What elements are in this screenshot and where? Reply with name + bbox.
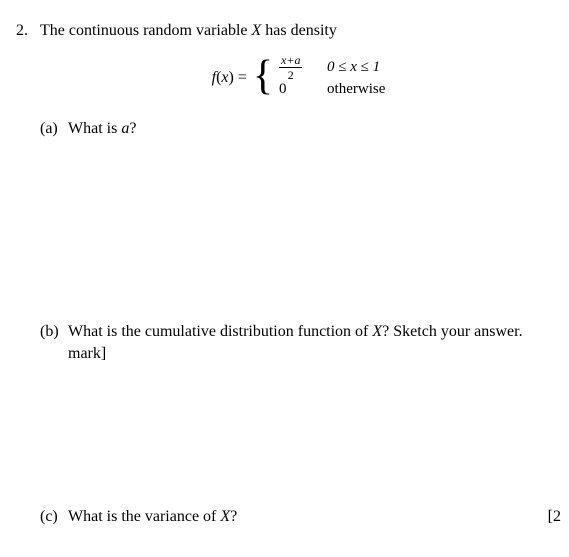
problem-intro: The continuous random variable X has den… bbox=[40, 20, 557, 42]
part-c-body: What is the variance of X? [2 bbox=[68, 506, 557, 528]
part-b-post: ? Sketch your answer. bbox=[382, 323, 522, 340]
eq-lhs: f(x) = bbox=[212, 67, 247, 89]
part-b-line2: mark] bbox=[68, 345, 106, 362]
part-b-pre: What is the cumulative distribution func… bbox=[68, 323, 372, 340]
case-1: x+a 2 0 ≤ x ≤ 1 bbox=[279, 56, 385, 78]
part-b-var: X bbox=[372, 323, 382, 340]
part-c-var: X bbox=[220, 508, 230, 525]
part-a-body: What is a? bbox=[68, 118, 557, 140]
density-equation: f(x) = { x+a 2 0 ≤ x ≤ 1 0 bbox=[40, 56, 557, 100]
answer-space-a bbox=[40, 147, 557, 321]
case2-cond: otherwise bbox=[319, 79, 385, 100]
eq-equals: ) = bbox=[229, 69, 247, 86]
problem-root: 2. The continuous random variable X has … bbox=[16, 20, 557, 534]
part-c-pre: What is the variance of bbox=[68, 508, 220, 525]
part-b: (b) What is the cumulative distribution … bbox=[40, 321, 557, 366]
answer-space-b bbox=[40, 372, 557, 506]
part-c-post: ? bbox=[230, 508, 237, 525]
part-b-body: What is the cumulative distribution func… bbox=[68, 321, 557, 366]
frac-num: x+a bbox=[279, 54, 302, 68]
case2-val: 0 bbox=[279, 79, 319, 100]
eq-x: x bbox=[221, 69, 228, 86]
problem-number: 2. bbox=[16, 20, 40, 534]
part-c: (c) What is the variance of X? [2 bbox=[40, 506, 557, 528]
part-a-post: ? bbox=[129, 120, 136, 137]
case1-cond: 0 ≤ x ≤ 1 bbox=[319, 57, 380, 78]
cases: x+a 2 0 ≤ x ≤ 1 0 otherwise bbox=[279, 56, 385, 100]
part-a: (a) What is a? bbox=[40, 118, 557, 140]
fraction: x+a 2 bbox=[279, 54, 302, 81]
part-a-label: (a) bbox=[40, 118, 68, 140]
part-b-label: (b) bbox=[40, 321, 68, 366]
case-2: 0 otherwise bbox=[279, 78, 385, 100]
intro-pre: The continuous random variable bbox=[40, 22, 252, 39]
eq-f: f bbox=[212, 69, 216, 86]
problem-body: The continuous random variable X has den… bbox=[40, 20, 557, 534]
intro-post: has density bbox=[261, 22, 337, 39]
brace-icon: { bbox=[253, 59, 273, 95]
part-c-label: (c) bbox=[40, 506, 68, 528]
part-a-pre: What is bbox=[68, 120, 121, 137]
part-c-marks: [2 bbox=[548, 506, 561, 528]
intro-var: X bbox=[252, 22, 262, 39]
